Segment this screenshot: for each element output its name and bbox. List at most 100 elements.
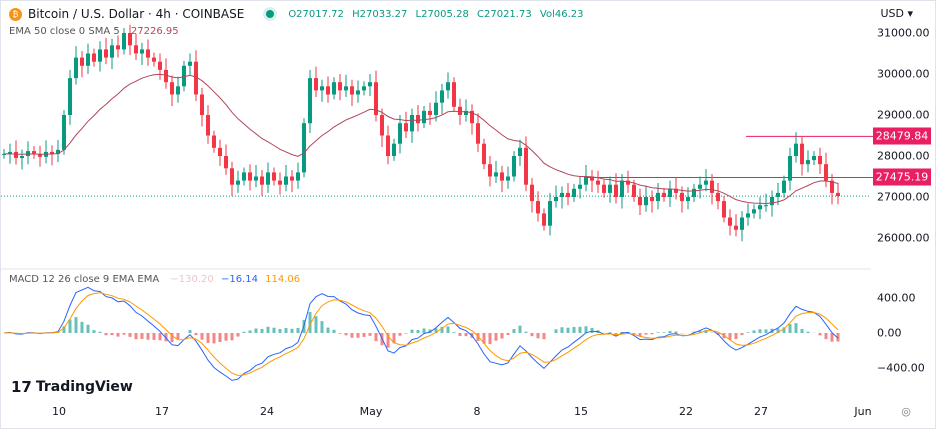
macd-histogram-bar: [560, 327, 564, 333]
candle-body: [134, 45, 138, 54]
candle-body: [266, 172, 270, 185]
macd-histogram-bar: [476, 333, 480, 341]
candle-body: [524, 147, 528, 185]
macd-histogram-bar: [614, 333, 618, 335]
candle-body: [284, 176, 288, 185]
macd-histogram-bar: [416, 330, 420, 333]
candle-body: [644, 197, 648, 206]
macd-histogram-bar: [692, 331, 696, 333]
candle-body: [14, 151, 18, 159]
candle-body: [140, 49, 144, 54]
macd-histogram-bar: [320, 321, 324, 333]
macd-histogram-bar: [656, 332, 660, 333]
macd-histogram-bar: [578, 326, 582, 333]
candle-body: [794, 143, 798, 156]
macd-signal-value: 114.06: [265, 274, 301, 285]
level-tag-resistance: 28479.84: [873, 127, 931, 145]
macd-histogram-bar: [212, 333, 216, 344]
candle-body: [542, 213, 546, 226]
macd-histogram-bar: [440, 326, 444, 333]
candle-body: [122, 33, 126, 50]
macd-histogram-bar: [428, 329, 432, 333]
candle-body: [236, 180, 240, 185]
open-value: O27017.72: [288, 8, 344, 20]
macd-histogram-bar: [200, 333, 204, 340]
macd-histogram-bar: [620, 331, 624, 333]
price-axis-label: 30000.00: [877, 67, 930, 81]
macd-histogram-bar: [482, 333, 486, 344]
candle-body: [194, 61, 198, 95]
currency-selector[interactable]: USD ▾: [880, 7, 913, 20]
macd-histogram-bar: [830, 333, 834, 342]
candle-body: [260, 176, 264, 185]
candle-body: [212, 135, 216, 148]
macd-legend[interactable]: MACD 12 26 close 9 EMA EMA −130.20 −16.1…: [9, 274, 300, 285]
candle-body: [692, 188, 696, 197]
macd-histogram-bar: [188, 330, 192, 333]
macd-histogram-bar: [572, 326, 576, 333]
macd-histogram-bar: [704, 330, 708, 333]
macd-histogram-bar: [536, 333, 540, 339]
macd-histogram-bar: [782, 327, 786, 333]
macd-histogram-bar: [260, 328, 264, 333]
timezone-settings-icon[interactable]: ◎: [901, 405, 911, 418]
candle-body: [110, 45, 114, 58]
candle-body: [404, 123, 408, 132]
candle-body: [50, 151, 54, 154]
candle-body: [392, 143, 396, 156]
candle-body: [758, 205, 762, 210]
candle-body: [548, 201, 552, 226]
price-axis-label: 28000.00: [877, 149, 930, 163]
macd-histogram-bar: [818, 333, 822, 336]
macd-histogram-bar: [422, 328, 426, 333]
candle-body: [560, 192, 564, 197]
macd-axis-label: −400.00: [877, 361, 925, 375]
brand-name: TradingView: [35, 379, 133, 395]
macd-histogram-bar: [308, 312, 312, 333]
candle-body: [62, 115, 66, 150]
low-value: L27005.28: [415, 8, 469, 20]
candle-body: [800, 143, 804, 165]
macd-label: MACD 12 26 close 9 EMA EMA: [9, 274, 160, 285]
macd-histogram-bar: [140, 333, 144, 339]
candle-body: [2, 153, 6, 155]
candle-body: [614, 184, 618, 197]
macd-histogram-bar: [224, 333, 228, 341]
candle-body: [818, 156, 822, 165]
macd-histogram-bar: [338, 333, 342, 334]
macd-histogram-bar: [68, 319, 72, 333]
candle-body: [506, 176, 510, 181]
time-axis-label: 10: [52, 405, 66, 418]
candle-body: [806, 160, 810, 165]
candle-body: [422, 110, 426, 124]
symbol-title[interactable]: Bitcoin / U.S. Dollar · 4h · COINBASE: [28, 7, 245, 21]
candle-body: [584, 176, 588, 185]
candle-body: [224, 156, 228, 169]
candle-body: [686, 197, 690, 202]
candle-body: [536, 201, 540, 214]
macd-histogram-bar: [464, 333, 468, 337]
candle-body: [602, 184, 606, 193]
ema-legend[interactable]: EMA 50 close 0 SMA 5 27226.95: [9, 26, 179, 37]
candle-body: [86, 53, 90, 66]
macd-histogram-bar: [332, 329, 336, 333]
candle-body: [272, 172, 276, 181]
candle-body: [338, 82, 342, 91]
candle-body: [590, 176, 594, 181]
candle-body: [764, 205, 768, 207]
time-axis-label: 22: [679, 405, 693, 418]
candle-body: [572, 188, 576, 197]
candle-body: [230, 168, 234, 185]
tradingview-logo: 𝟭𝟳 TradingView: [11, 378, 133, 396]
macd-axis-label: 400.00: [877, 291, 916, 305]
candle-body: [440, 90, 444, 103]
candle-body: [650, 197, 654, 202]
candle-body: [482, 143, 486, 165]
macd-histogram-bar: [524, 331, 528, 333]
macd-histogram-bar: [650, 333, 654, 335]
candle-body: [332, 82, 336, 95]
candle-body: [290, 176, 294, 181]
bitcoin-icon: ₿: [9, 7, 22, 21]
candle-body: [746, 213, 750, 218]
